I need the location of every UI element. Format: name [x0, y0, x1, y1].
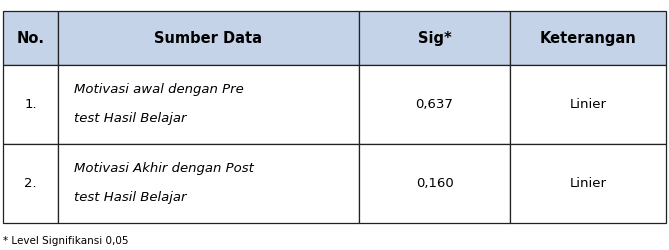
- Text: Motivasi Akhir dengan Post: Motivasi Akhir dengan Post: [74, 162, 254, 175]
- Text: Linier: Linier: [569, 177, 606, 190]
- Text: test Hasil Belajar: test Hasil Belajar: [74, 112, 187, 126]
- Text: 0,160: 0,160: [415, 177, 454, 190]
- Bar: [359, 11, 510, 65]
- Bar: [3, 144, 58, 222]
- Bar: [359, 65, 510, 144]
- Text: Sumber Data: Sumber Data: [155, 30, 262, 46]
- Text: Sig*: Sig*: [417, 30, 452, 46]
- Text: 1.: 1.: [24, 98, 37, 111]
- Text: Motivasi awal dengan Pre: Motivasi awal dengan Pre: [74, 83, 244, 96]
- Bar: [510, 144, 666, 222]
- Text: * Level Signifikansi 0,05: * Level Signifikansi 0,05: [3, 236, 129, 246]
- Text: 0,637: 0,637: [415, 98, 454, 111]
- Text: Linier: Linier: [569, 98, 606, 111]
- Bar: [58, 65, 359, 144]
- Bar: [3, 11, 58, 65]
- Text: test Hasil Belajar: test Hasil Belajar: [74, 191, 187, 204]
- Bar: [510, 65, 666, 144]
- Bar: [3, 65, 58, 144]
- Bar: [58, 11, 359, 65]
- Bar: [359, 144, 510, 222]
- Bar: [510, 11, 666, 65]
- Text: Keterangan: Keterangan: [539, 30, 636, 46]
- Bar: [58, 144, 359, 222]
- Text: No.: No.: [17, 30, 45, 46]
- Text: 2.: 2.: [24, 177, 37, 190]
